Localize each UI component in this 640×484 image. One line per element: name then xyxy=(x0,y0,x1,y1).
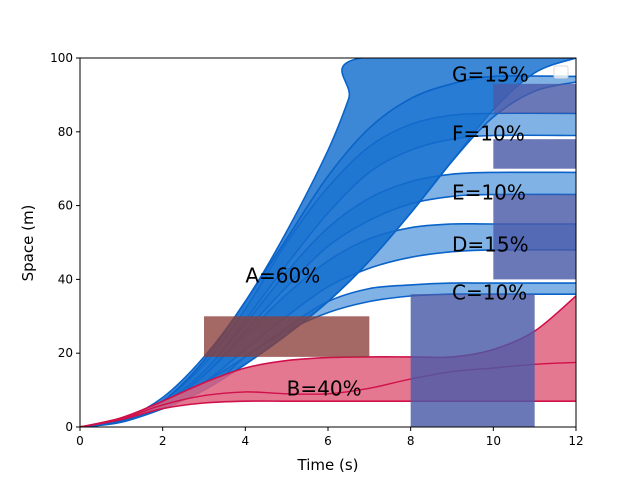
y-tick-label: 60 xyxy=(58,199,73,213)
overlay-box-3 xyxy=(493,194,576,280)
y-axis-label: Space (m) xyxy=(19,205,37,282)
band-label-a: A=60% xyxy=(245,264,320,288)
x-tick-label: 10 xyxy=(486,434,501,448)
band-label-d: D=15% xyxy=(452,232,529,256)
x-tick-label: 12 xyxy=(568,434,583,448)
band-label-f: F=10% xyxy=(452,122,525,146)
band-label-g: G=15% xyxy=(452,63,529,87)
axes: 0 2 4 6 8 10 12 0 20 40 60 80 100 xyxy=(50,51,584,448)
x-tick-label: 6 xyxy=(324,434,332,448)
y-tick-label: 100 xyxy=(50,51,73,65)
legend-box xyxy=(553,65,569,79)
band-label-e: E=10% xyxy=(452,181,526,205)
x-tick-label: 0 xyxy=(76,434,84,448)
y-tick-label: 20 xyxy=(58,346,73,360)
overlay-box-5 xyxy=(493,83,576,114)
overlay-box-2 xyxy=(410,294,535,427)
y-tick-label: 40 xyxy=(58,272,73,286)
y-tick-label: 0 xyxy=(65,420,73,434)
y-tick-label: 80 xyxy=(58,125,73,139)
x-axis-label: Time (s) xyxy=(297,456,359,474)
plot-area: A=60% C=10% D=15% E=10% F=10% G=15% B=40% xyxy=(80,58,576,427)
band-label-c: C=10% xyxy=(452,280,527,304)
x-tick-label: 4 xyxy=(242,434,250,448)
overlay-box-4 xyxy=(493,139,576,169)
band-g-area xyxy=(80,75,576,427)
overlay-box-1 xyxy=(204,316,370,357)
x-tick-label: 8 xyxy=(407,434,415,448)
band-label-b: B=40% xyxy=(287,376,362,400)
x-tick-label: 2 xyxy=(159,434,167,448)
